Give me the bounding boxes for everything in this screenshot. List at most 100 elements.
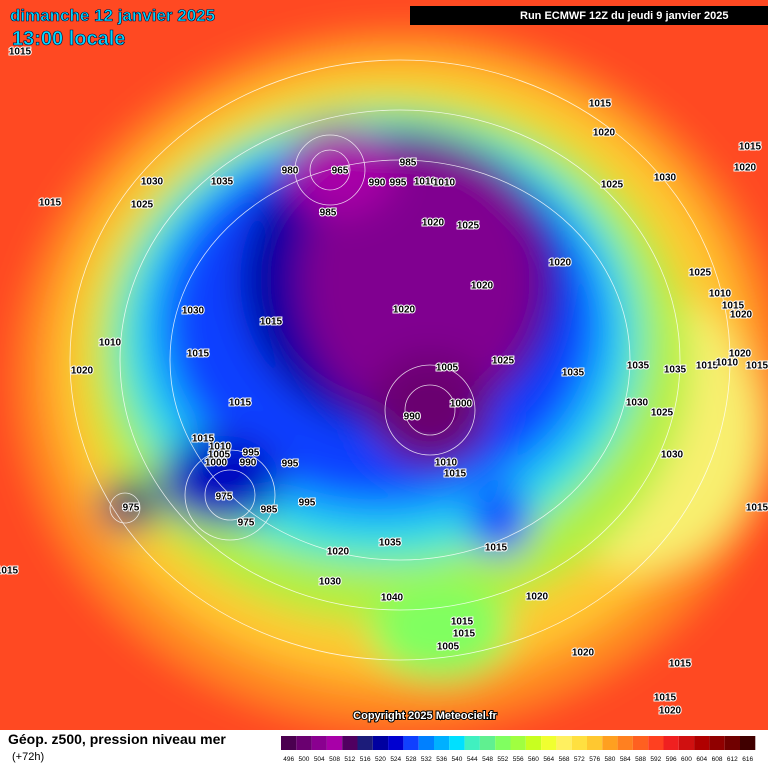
color-swatch <box>709 736 725 750</box>
isobar-label: 1020 <box>526 592 549 603</box>
level-label: 548 <box>482 756 493 763</box>
isobar-label: 1020 <box>572 648 595 659</box>
color-swatch <box>556 736 572 750</box>
color-swatch <box>403 736 419 750</box>
isobar-label: 1025 <box>492 356 515 367</box>
isobar-label: 1015 <box>746 503 768 514</box>
isobar-label: 1040 <box>381 593 404 604</box>
color-swatch <box>479 736 496 750</box>
isobar-label: 1030 <box>319 577 342 588</box>
isobar-label: 1015 <box>453 629 476 640</box>
isobar-label: 1025 <box>131 200 154 211</box>
color-swatch <box>418 736 434 750</box>
isobar-label: 1035 <box>211 177 234 188</box>
level-label: 512 <box>344 756 355 763</box>
level-label: 564 <box>543 756 554 763</box>
color-swatch <box>281 736 297 750</box>
color-swatch <box>326 736 343 750</box>
color-swatch <box>541 736 557 750</box>
isobar-label: 1030 <box>654 173 677 184</box>
isobar-label: 995 <box>282 459 299 470</box>
color-swatch <box>602 736 618 750</box>
color-swatch <box>464 736 480 750</box>
color-swatch <box>449 736 465 750</box>
isobar-label: 1005 <box>208 450 231 461</box>
level-label: 600 <box>681 756 692 763</box>
isobar-label: 1015 <box>485 543 508 554</box>
isobar-label: 1030 <box>626 398 649 409</box>
legend: Géop. z500, pression niveau mer (+72h) 4… <box>0 730 768 768</box>
isobar-label: 975 <box>123 503 140 514</box>
isobar-label: 1015 <box>260 317 283 328</box>
run-info: Run ECMWF 12Z du jeudi 9 janvier 2025 <box>520 10 728 22</box>
level-label: 568 <box>559 756 570 763</box>
isobar-label: 1010 <box>709 289 732 300</box>
isobar-label: 1015 <box>229 398 252 409</box>
isobar-label: 1010 <box>414 177 437 188</box>
isobar-label: 1020 <box>593 128 616 139</box>
color-swatch <box>525 736 542 750</box>
isobar-label: 1025 <box>651 408 674 419</box>
level-label: 616 <box>742 756 753 763</box>
level-label: 572 <box>574 756 585 763</box>
level-label: 520 <box>375 756 386 763</box>
level-label: 612 <box>727 756 738 763</box>
color-swatch <box>678 736 695 750</box>
isobar-label: 1015 <box>739 142 762 153</box>
isobar-label: 1020 <box>471 281 494 292</box>
isobar-label: 1020 <box>729 349 752 360</box>
isobar-label: 985 <box>320 208 337 219</box>
color-swatch <box>571 736 587 750</box>
level-label: 560 <box>528 756 539 763</box>
isobar-label: 1020 <box>659 706 682 717</box>
isobar-label: 1030 <box>141 177 164 188</box>
lead-time: (+72h) <box>12 751 44 763</box>
color-swatch <box>740 736 756 750</box>
isobar-label: 1010 <box>433 178 456 189</box>
isobar-label: 995 <box>390 178 407 189</box>
isobar-label: 1020 <box>327 547 350 558</box>
isobar-label: 1015 <box>746 361 768 372</box>
level-label: 508 <box>329 756 340 763</box>
color-swatch <box>663 736 679 750</box>
isobar-label: 990 <box>404 412 421 423</box>
level-label: 604 <box>696 756 707 763</box>
isobars <box>69 59 731 661</box>
isobar-label: 965 <box>332 166 349 177</box>
isobar-label: 1000 <box>450 399 473 410</box>
level-label: 540 <box>452 756 463 763</box>
color-swatch <box>311 736 327 750</box>
isobar-label: 1025 <box>457 221 480 232</box>
isobar-label: 1005 <box>437 642 460 653</box>
isobar-label: 1025 <box>601 180 624 191</box>
isobar-label: 1015 <box>654 693 677 704</box>
color-swatch <box>296 736 312 750</box>
time: 13:00 locale <box>12 28 125 50</box>
isobar-label: 985 <box>261 505 278 516</box>
level-label: 516 <box>360 756 371 763</box>
isobar-label: 1010 <box>435 458 458 469</box>
isobar-label: 1005 <box>436 363 459 374</box>
color-swatch <box>510 736 526 750</box>
level-label: 596 <box>666 756 677 763</box>
isobar-label: 1015 <box>39 198 62 209</box>
color-swatch <box>694 736 710 750</box>
color-swatch <box>648 736 664 750</box>
isobar-label: 990 <box>240 458 257 469</box>
isobar-label: 1035 <box>379 538 402 549</box>
isobar-label: 1015 <box>589 99 612 110</box>
isobar-label: 1010 <box>99 338 122 349</box>
color-swatch <box>388 736 404 750</box>
color-swatch <box>632 736 649 750</box>
level-label: 500 <box>299 756 310 763</box>
level-label: 552 <box>497 756 508 763</box>
level-label: 504 <box>314 756 325 763</box>
isobar-label: 1015 <box>0 566 19 577</box>
isobar-label: 1015 <box>187 349 210 360</box>
isobar-label: 1015 <box>9 47 32 58</box>
level-label: 608 <box>712 756 723 763</box>
isobar-label: 1015 <box>451 617 474 628</box>
run-box <box>410 6 768 25</box>
